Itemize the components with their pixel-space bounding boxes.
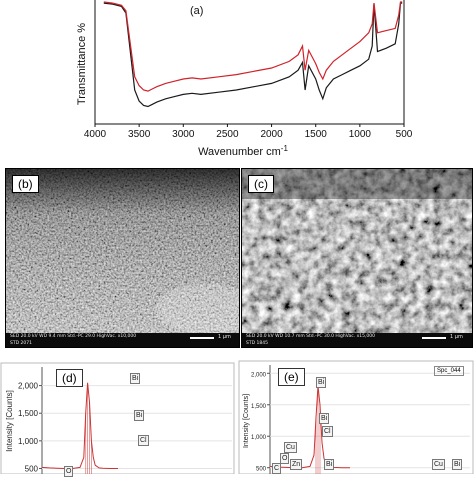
eds-chart-d: Intensity [Counts] 2,000 1,500 1,000 500 bbox=[0, 362, 235, 475]
eds-e-peak-cl: Cl bbox=[322, 426, 333, 437]
ftir-x-title-sup: -1 bbox=[281, 144, 289, 153]
sem-c-info-line1: SED 20.0 kV WD 10.7 mm Std.-PC 30.0 High… bbox=[246, 334, 375, 339]
eds-y-tick-label: 500 bbox=[256, 467, 267, 473]
eds-e-y-title: Intensity [Counts] bbox=[243, 394, 250, 448]
eds-y-tick-label: 1,000 bbox=[18, 437, 39, 446]
eds-e-peak-zn: Zn bbox=[290, 459, 303, 470]
ftir-series-1-line bbox=[103, 2, 403, 108]
ftir-x-tick-label: 4000 bbox=[84, 129, 107, 140]
eds-e-peak-o: O bbox=[280, 453, 290, 464]
ftir-x-tick-label: 500 bbox=[396, 129, 413, 140]
ftir-x-tick-label: 1000 bbox=[349, 129, 372, 140]
sem-c-info-line2: STD 1845 bbox=[246, 341, 268, 346]
ftir-panel: 4000 3500 3000 2500 2000 1500 1000 500 Transmit… bbox=[0, 0, 474, 168]
eds-panel-e: Intensity [Counts] 2,000 1,500 1,000 500 (e… bbox=[238, 355, 474, 475]
eds-y-tick-label: 2,000 bbox=[251, 372, 267, 378]
eds-e-frame bbox=[238, 360, 474, 475]
eds-y-tick-label: 500 bbox=[25, 464, 39, 473]
ftir-x-title: Wavenumber cm-1 bbox=[198, 144, 288, 158]
eds-e-peak-bi-4: Bi bbox=[452, 459, 463, 470]
sem-image-c: (c) SED 20.0 kV WD 10.7 mm Std.-PC 30.0 … bbox=[241, 168, 473, 348]
sem-texture-c bbox=[242, 169, 472, 347]
eds-panel-d: Intensity [Counts] 2,000 1,500 1,000 500 (d… bbox=[0, 355, 235, 477]
sem-b-info-line1: SED 20.0 kV WD 9.4 mm Std.-PC 29.0 HighV… bbox=[10, 334, 137, 339]
eds-e-peak-bi-3: Bi bbox=[324, 459, 335, 470]
sem-c-scale-text: 1 μm bbox=[450, 334, 463, 340]
ftir-x-tick-label: 2000 bbox=[260, 129, 283, 140]
eds-y-tick-label: 1,000 bbox=[251, 435, 267, 441]
eds-d-peak-bi-2: Bi bbox=[134, 410, 145, 421]
eds-d-frame bbox=[0, 362, 235, 475]
sem-c-label: (c) bbox=[248, 175, 274, 193]
sem-b-scale-text: 1 μm bbox=[218, 334, 231, 340]
eds-e-peak-bi-1: Bi bbox=[316, 377, 327, 388]
ftir-x-tick-label: 3500 bbox=[128, 129, 151, 140]
ftir-x-tick-label: 1500 bbox=[305, 129, 328, 140]
eds-d-label: (d) bbox=[56, 369, 83, 387]
eds-e-label: (e) bbox=[278, 368, 305, 386]
ftir-y-title: Transmittance % bbox=[76, 23, 88, 105]
sem-b-info-line2: STD 2071 bbox=[10, 341, 32, 346]
eds-d-y-title: Intensity [Counts] bbox=[5, 390, 14, 452]
eds-y-tick-label: 2,000 bbox=[18, 382, 39, 391]
ftir-series-2-line bbox=[103, 1, 403, 92]
eds-e-peak-c: C bbox=[272, 463, 282, 474]
eds-d-peak-o: O bbox=[64, 466, 74, 477]
sem-b-scale-bar bbox=[190, 337, 214, 339]
eds-d-peak-cl: Cl bbox=[138, 435, 149, 446]
sem-image-b: (b) SED 20.0 kV WD 9.4 mm Std.-PC 29.0 H… bbox=[5, 168, 240, 348]
sem-b-label: (b) bbox=[12, 175, 39, 193]
eds-d-peak-bi-1: Bi bbox=[130, 373, 141, 384]
sem-texture-b bbox=[6, 169, 239, 347]
ftir-x-tick-label: 2500 bbox=[216, 129, 239, 140]
sem-c-scale-bar bbox=[422, 337, 446, 339]
ftir-panel-label: (a) bbox=[190, 5, 203, 17]
ftir-x-tick-label: 3000 bbox=[172, 129, 195, 140]
eds-e-legend: Spc_044 bbox=[434, 366, 464, 376]
eds-spectrum-line bbox=[41, 382, 118, 469]
eds-e-peak-cu-2: Cu bbox=[432, 459, 445, 470]
sem-b-info-bar: SED 20.0 kV WD 9.4 mm Std.-PC 29.0 HighV… bbox=[6, 333, 239, 347]
eds-e-peak-cu: Cu bbox=[284, 442, 297, 453]
ftir-chart: 4000 3500 3000 2500 2000 1500 1000 500 Transmit… bbox=[76, 0, 413, 158]
sem-c-info-bar: SED 20.0 kV WD 10.7 mm Std.-PC 30.0 High… bbox=[242, 333, 472, 347]
eds-y-tick-label: 1,500 bbox=[18, 409, 39, 418]
eds-e-peak-bi-2: Bi bbox=[319, 413, 330, 424]
eds-y-tick-label: 1,500 bbox=[251, 404, 267, 410]
ftir-x-title-text: Wavenumber cm bbox=[198, 146, 281, 158]
